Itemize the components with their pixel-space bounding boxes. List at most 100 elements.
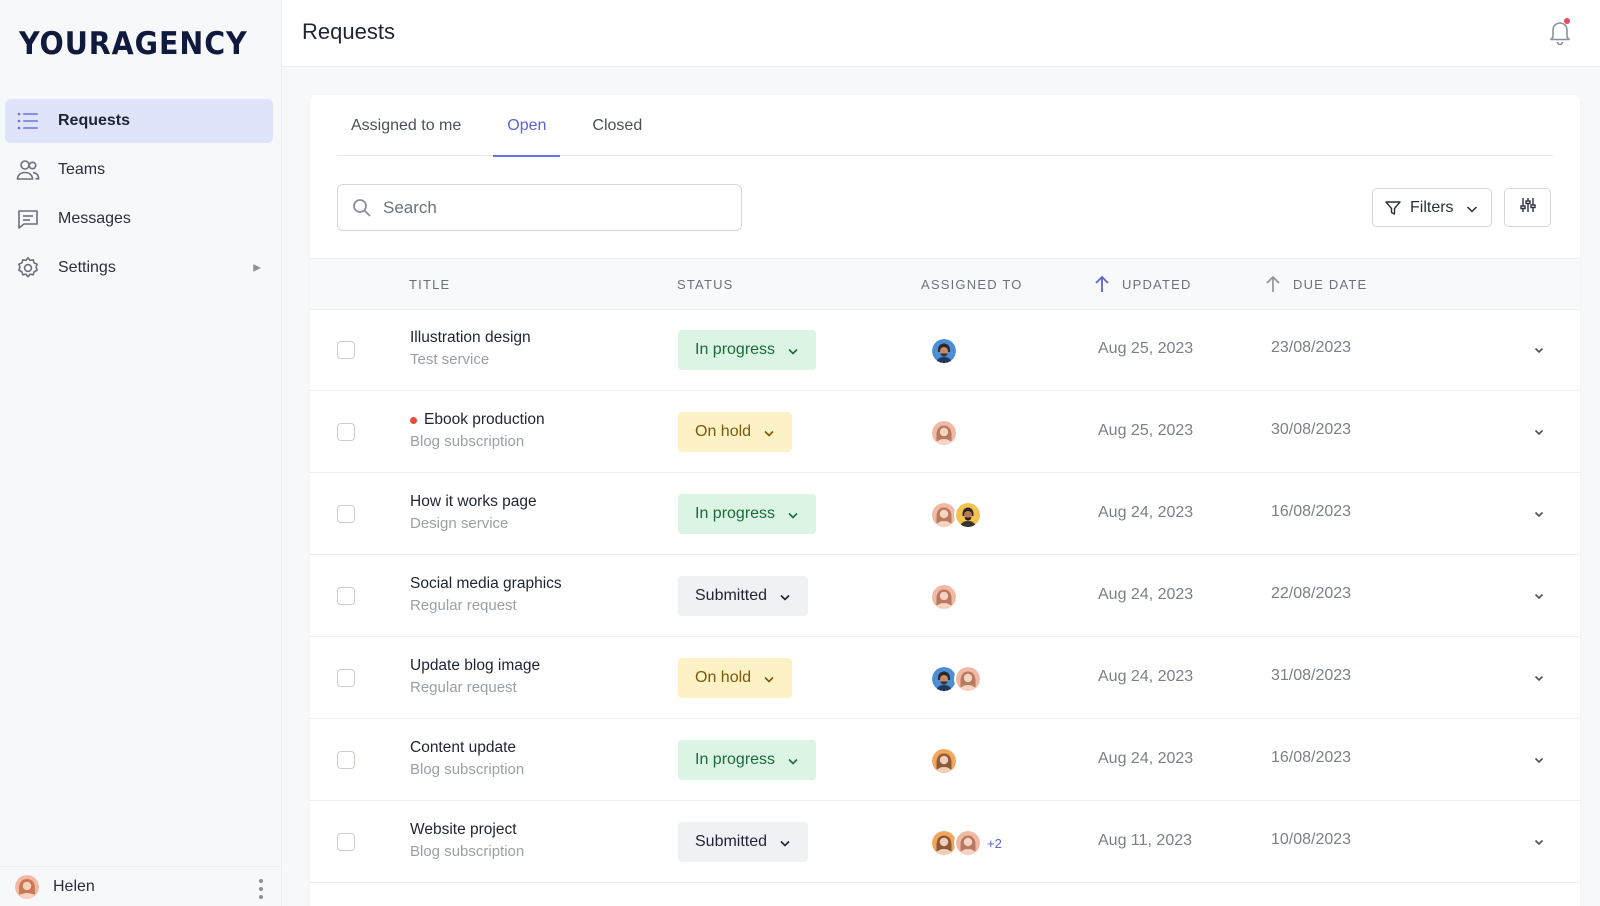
title-cell[interactable]: Ebook production Blog subscription (410, 411, 545, 450)
assignees (930, 419, 963, 447)
avatar[interactable] (930, 501, 958, 529)
expand-row-chevron-icon[interactable] (1532, 753, 1546, 767)
sliders-icon (1519, 197, 1536, 218)
status-dropdown[interactable]: On hold (678, 658, 793, 698)
status-dropdown[interactable]: In progress (678, 330, 817, 370)
table-row[interactable]: Website project Blog subscription Submitte… (310, 801, 1580, 883)
title-cell[interactable]: Social media graphics Regular request (410, 575, 562, 614)
request-title-text: Update blog image (410, 657, 541, 674)
avatar[interactable] (930, 337, 958, 365)
table-header: Title Status Assigned to Updated Due dat… (310, 258, 1580, 310)
status-label: In progress (695, 341, 776, 358)
avatar[interactable] (930, 747, 958, 775)
expand-row-chevron-icon[interactable] (1532, 425, 1546, 439)
sidebar-item-teams[interactable]: Teams (5, 148, 273, 192)
chevron-down-icon (1466, 202, 1478, 214)
more-assignees-count[interactable]: +2 (987, 835, 1002, 851)
row-checkbox[interactable] (337, 751, 355, 769)
sort-arrow-up-icon (1094, 275, 1110, 293)
due-date: 22/08/2023 (1271, 585, 1352, 602)
row-checkbox[interactable] (337, 341, 355, 359)
status-dropdown[interactable]: In progress (678, 494, 817, 534)
table-row[interactable]: Illustration design Test service In progre… (310, 309, 1580, 391)
expand-row-chevron-icon[interactable] (1532, 589, 1546, 603)
column-header-status[interactable]: Status (677, 276, 734, 292)
expand-row-chevron-icon[interactable] (1532, 835, 1546, 849)
chevron-down-icon (787, 344, 799, 356)
avatar[interactable] (954, 665, 982, 693)
avatar[interactable] (954, 501, 982, 529)
sidebar-item-messages[interactable]: Messages (5, 197, 273, 241)
avatar[interactable] (930, 583, 958, 611)
table-row[interactable]: Update blog image Regular request On hold A… (310, 637, 1580, 719)
table-row[interactable]: Social media graphics Regular request Subm… (310, 555, 1580, 637)
due-date: 23/08/2023 (1271, 339, 1352, 356)
chevron-down-icon (763, 426, 775, 438)
request-title-text: How it works page (410, 493, 537, 510)
status-label: Submitted (695, 587, 768, 604)
table-row[interactable]: How it works page Design service In progre… (310, 473, 1580, 555)
table-row[interactable]: Content update Blog subscription In progre… (310, 719, 1580, 801)
request-service: Blog subscription (410, 761, 525, 778)
gear-icon (15, 255, 41, 281)
more-vertical-icon[interactable] (258, 879, 264, 899)
title-cell[interactable]: How it works page Design service (410, 493, 537, 532)
caret-right-icon: ▶ (253, 262, 261, 274)
column-header-label: Due date (1293, 276, 1368, 292)
tab-closed[interactable]: Closed (592, 116, 643, 134)
expand-row-chevron-icon[interactable] (1532, 343, 1546, 357)
title-cell[interactable]: Illustration design Test service (410, 329, 531, 368)
notification-dot (1564, 18, 1570, 24)
status-dropdown[interactable]: In progress (678, 740, 817, 780)
sort-arrow-up-icon (1265, 275, 1281, 293)
column-header-due[interactable]: Due date (1265, 259, 1367, 309)
column-settings-button[interactable] (1504, 188, 1551, 227)
title-cell[interactable]: Update blog image Regular request (410, 657, 540, 696)
request-service: Regular request (410, 597, 517, 614)
status-dropdown[interactable]: Submitted (678, 576, 809, 616)
request-service: Test service (410, 351, 490, 368)
sidebar-item-requests[interactable]: Requests (5, 99, 273, 143)
search-input[interactable] (383, 197, 723, 218)
chevron-down-icon (787, 508, 799, 520)
updated-date: Aug 25, 2023 (1098, 422, 1194, 439)
filter-icon (1385, 200, 1401, 216)
sidebar-item-settings[interactable]: Settings ▶ (5, 246, 273, 290)
row-checkbox[interactable] (337, 505, 355, 523)
expand-row-chevron-icon[interactable] (1532, 507, 1546, 521)
due-date: 31/08/2023 (1271, 667, 1352, 684)
tab-open[interactable]: Open (493, 95, 561, 157)
user-menu[interactable]: Helen (0, 866, 282, 906)
row-checkbox[interactable] (337, 669, 355, 687)
sidebar-item-label: Requests (58, 112, 131, 129)
updated-date: Aug 24, 2023 (1098, 750, 1194, 767)
due-date: 30/08/2023 (1271, 421, 1352, 438)
column-header-updated[interactable]: Updated (1094, 259, 1192, 309)
filters-button[interactable]: Filters (1372, 188, 1492, 227)
status-dropdown[interactable]: Submitted (678, 822, 809, 862)
tab-assigned-to-me[interactable]: Assigned to me (351, 116, 462, 134)
search-box (337, 184, 742, 231)
avatar[interactable] (954, 829, 982, 857)
chevron-down-icon (779, 590, 791, 602)
request-service: Blog subscription (410, 433, 525, 450)
title-cell[interactable]: Content update Blog subscription (410, 739, 524, 778)
row-checkbox[interactable] (337, 587, 355, 605)
table-body: Illustration design Test service In progre… (310, 309, 1580, 883)
bell-icon[interactable] (1546, 18, 1574, 46)
request-service: Regular request (410, 679, 517, 696)
column-header-title[interactable]: Title (409, 276, 451, 292)
status-dropdown[interactable]: On hold (678, 412, 793, 452)
column-header-assigned[interactable]: Assigned to (921, 276, 1023, 292)
user-name: Helen (53, 877, 95, 895)
title-cell[interactable]: Website project Blog subscription (410, 821, 524, 860)
due-date: 16/08/2023 (1271, 503, 1352, 520)
expand-row-chevron-icon[interactable] (1532, 671, 1546, 685)
table-row[interactable]: Ebook production Blog subscription On hold… (310, 391, 1580, 473)
brand-logo[interactable]: YOURAGENCY (19, 26, 248, 62)
avatar[interactable] (930, 419, 958, 447)
sidebar-nav: Requests Teams Messages Settings ▶ (5, 99, 273, 295)
request-title: Content update (410, 739, 524, 757)
row-checkbox[interactable] (337, 833, 355, 851)
row-checkbox[interactable] (337, 423, 355, 441)
